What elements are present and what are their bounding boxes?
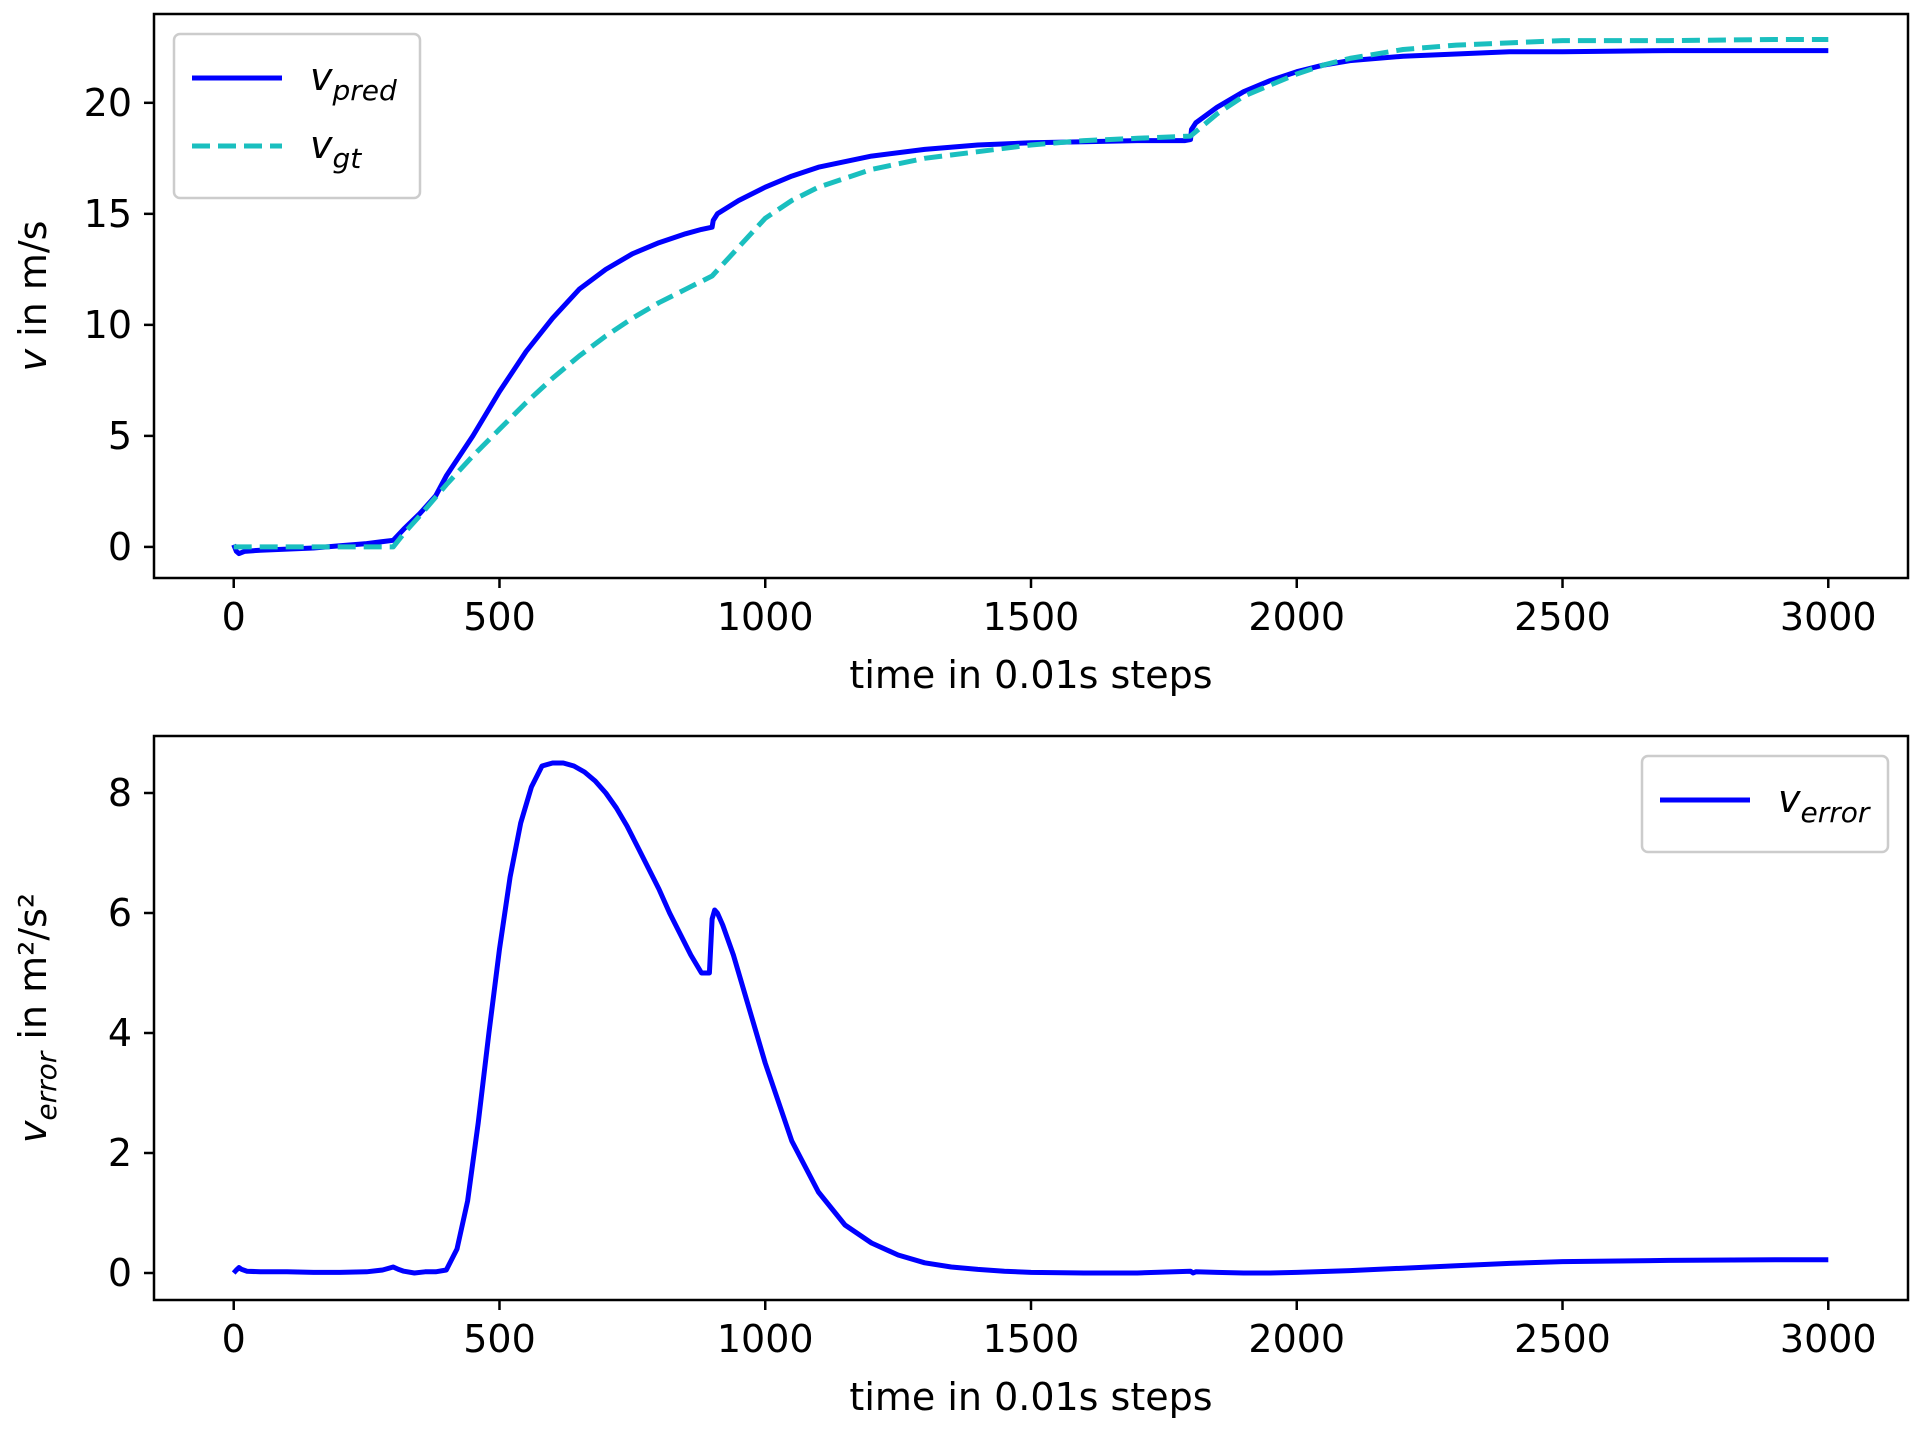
y-axis-label: v in m/s (11, 221, 55, 372)
x-tick-label: 2000 (1248, 595, 1345, 639)
y-tick-label: 15 (84, 192, 132, 236)
series-line-error (231, 760, 1829, 1276)
y-tick-label: 4 (108, 1011, 132, 1055)
x-tick-label: 1500 (983, 1317, 1080, 1361)
y-tick-label: 6 (108, 891, 132, 935)
x-tick-label: 500 (463, 595, 536, 639)
x-tick-label: 500 (463, 1317, 536, 1361)
legend-box (172, 32, 422, 200)
x-tick-label: 2000 (1248, 1317, 1345, 1361)
legend-label-gt: vgt (310, 123, 362, 175)
series-line-gt (233, 37, 1829, 550)
x-tick-label: 1000 (717, 1317, 814, 1361)
x-tick-label: 0 (222, 1317, 246, 1361)
x-tick-label: 0 (222, 595, 246, 639)
y-tick-label: 0 (108, 525, 132, 569)
x-tick-label: 2500 (1514, 1317, 1611, 1361)
y-axis-label: verror in m²/s² (11, 893, 63, 1143)
y-tick-label: 10 (84, 303, 132, 347)
x-tick-label: 1000 (717, 595, 814, 639)
x-tick-label: 2500 (1514, 595, 1611, 639)
y-tick-label: 0 (108, 1251, 132, 1295)
y-tick-label: 8 (108, 771, 132, 815)
legend-box (1640, 754, 1890, 854)
legend-label-pred: vpred (310, 55, 397, 107)
x-tick-label: 3000 (1780, 595, 1877, 639)
error-chart: 0 500 1000 1500 2000 2500 3000 0 2 4 6 8 time in 0.0… (11, 734, 1910, 1419)
x-tick-label: 1500 (983, 595, 1080, 639)
y-tick-label: 20 (84, 81, 132, 125)
y-tick-label: 2 (108, 1131, 132, 1175)
x-tick-label: 3000 (1780, 1317, 1877, 1361)
x-axis-label: time in 0.01s steps (849, 1375, 1212, 1419)
legend-label-error: verror (1778, 777, 1871, 829)
y-tick-label: 5 (108, 414, 132, 458)
series-line-pred (231, 48, 1829, 557)
velocity-chart: 0 500 1000 1500 2000 2500 3000 0 5 10 15 20 time in … (11, 12, 1910, 697)
x-axis-label: time in 0.01s steps (849, 653, 1212, 697)
